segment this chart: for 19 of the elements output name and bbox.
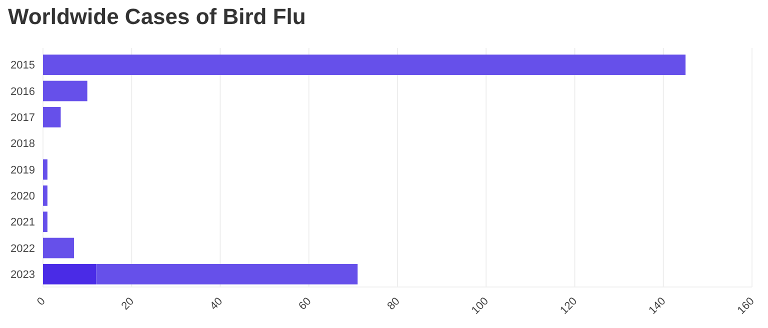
x-tick-label: 80 <box>385 295 402 313</box>
y-tick-label: 2020 <box>10 190 35 203</box>
x-tick-label: 40 <box>208 295 226 313</box>
x-tick-label: 60 <box>296 295 314 313</box>
x-tick-label: 160 <box>735 295 757 317</box>
x-tick-label: 0 <box>35 295 48 308</box>
y-tick-label: 2019 <box>10 164 35 176</box>
chart-title: Worldwide Cases of Bird Flu <box>8 4 306 29</box>
y-tick-label: 2023 <box>10 269 35 282</box>
x-tick-label: 140 <box>646 295 668 317</box>
x-tick-label: 100 <box>470 295 491 317</box>
y-tick-label: 2021 <box>10 216 35 229</box>
y-tick-label: 2022 <box>10 242 35 255</box>
y-tick-label: 2016 <box>10 86 35 98</box>
y-tick-label: 2015 <box>10 60 35 72</box>
x-tick-label: 20 <box>119 295 136 313</box>
x-tick-label: 120 <box>558 295 580 317</box>
y-tick-label: 2018 <box>10 138 35 150</box>
y-tick-label: 2017 <box>10 112 35 124</box>
